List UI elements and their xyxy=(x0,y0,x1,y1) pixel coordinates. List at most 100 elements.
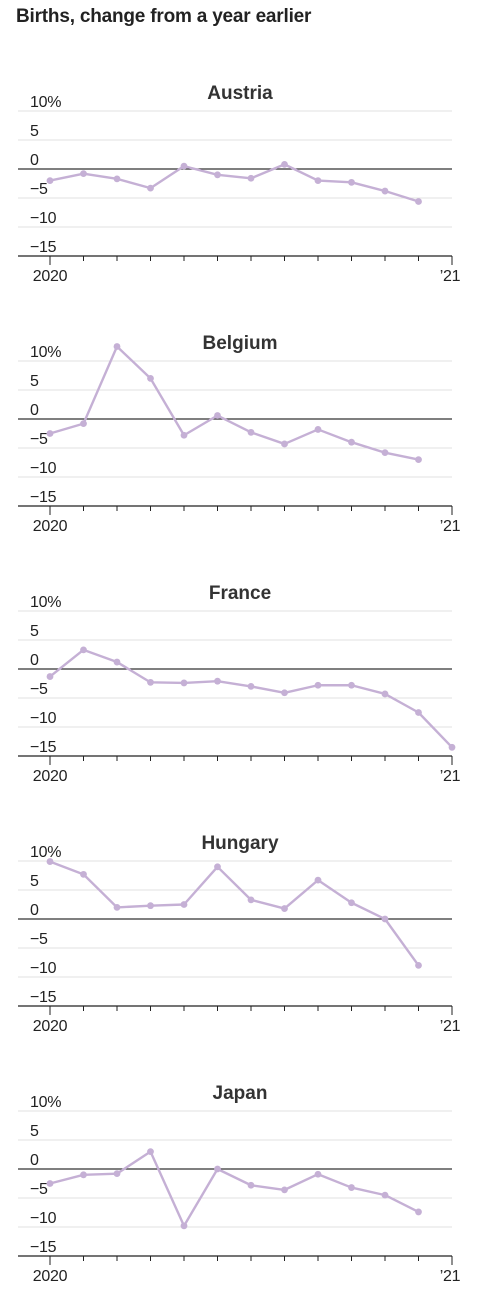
series-line-japan xyxy=(49,1150,420,1228)
chart-hungary: Hungary 10% 5 0 −5 −10 −15 2020 ’21 xyxy=(18,833,461,1035)
data-point xyxy=(314,681,322,689)
data-point xyxy=(281,440,288,448)
data-point xyxy=(147,902,154,910)
chart-title-france: France xyxy=(209,583,271,604)
y-tick-label: −5 xyxy=(30,681,48,698)
data-point xyxy=(113,175,121,183)
data-point xyxy=(214,863,221,871)
data-point xyxy=(247,1181,255,1189)
series-line-hungary xyxy=(49,860,420,967)
data-point xyxy=(415,709,422,716)
y-tick-label: −15 xyxy=(30,489,57,506)
data-point xyxy=(314,876,322,884)
data-point xyxy=(348,681,355,689)
series-line-france xyxy=(49,648,453,749)
y-tick-label: −5 xyxy=(30,931,48,948)
x-tick-label: ’21 xyxy=(440,1268,461,1285)
data-point xyxy=(147,184,154,192)
y-tick-label: 0 xyxy=(30,652,39,669)
x-tick-label: ’21 xyxy=(440,768,461,785)
chart-title-austria: Austria xyxy=(207,83,273,104)
chart-japan: Japan 10% 5 0 −5 −10 −15 2020 ’21 xyxy=(18,1083,461,1285)
data-point xyxy=(348,438,355,446)
y-tick-label: −10 xyxy=(30,960,57,977)
data-point xyxy=(180,431,188,439)
x-tick-label: ’21 xyxy=(440,518,461,535)
data-point xyxy=(80,170,87,178)
y-tick-label: −5 xyxy=(30,181,48,198)
y-tick-label: 5 xyxy=(30,623,39,640)
page-title: Births, change from a year earlier xyxy=(16,6,312,27)
data-point xyxy=(180,162,188,170)
y-tick-label: 10% xyxy=(30,844,61,861)
data-point xyxy=(448,743,456,751)
y-tick-label: −15 xyxy=(30,989,57,1006)
data-point xyxy=(381,449,389,457)
y-tick-label: 0 xyxy=(30,902,39,919)
data-point xyxy=(113,658,121,666)
chart-title-hungary: Hungary xyxy=(201,833,279,854)
data-point xyxy=(113,1170,121,1178)
data-point xyxy=(247,174,255,182)
data-point xyxy=(348,1184,355,1191)
y-tick-label: −10 xyxy=(30,710,57,727)
y-tick-label: 0 xyxy=(30,1152,39,1169)
data-point xyxy=(180,1222,188,1230)
data-point xyxy=(281,160,288,168)
series-line-belgium xyxy=(49,345,419,461)
y-tick-label: −10 xyxy=(30,1210,57,1227)
data-point xyxy=(147,375,154,382)
y-tick-label: 5 xyxy=(30,123,39,140)
data-point xyxy=(281,1186,288,1194)
y-tick-label: 10% xyxy=(30,94,61,111)
x-tick-label: 2020 xyxy=(33,1268,68,1285)
y-tick-label: −15 xyxy=(30,739,57,756)
data-point xyxy=(381,187,389,195)
y-tick-label: −15 xyxy=(30,1239,57,1256)
y-tick-label: −5 xyxy=(30,431,48,448)
data-point xyxy=(314,426,322,433)
y-tick-label: 5 xyxy=(30,1123,39,1140)
y-tick-label: 10% xyxy=(30,1094,61,1111)
data-point xyxy=(214,412,221,419)
data-point xyxy=(80,1171,87,1179)
data-point xyxy=(80,420,87,428)
x-tick-label: 2020 xyxy=(33,768,68,785)
series-line-austria xyxy=(49,163,419,203)
data-point xyxy=(80,646,87,654)
data-point xyxy=(281,905,288,912)
data-point xyxy=(415,962,422,969)
data-point xyxy=(180,901,188,908)
chart-france: France 10% 5 0 −5 −10 −15 2020 ’21 xyxy=(18,583,461,785)
data-point xyxy=(147,1148,154,1155)
x-tick-label: ’21 xyxy=(440,268,461,285)
data-point xyxy=(348,178,355,186)
data-point xyxy=(46,673,54,680)
y-tick-label: 10% xyxy=(30,344,61,361)
data-point xyxy=(381,690,389,698)
y-tick-label: 0 xyxy=(30,152,39,169)
data-point xyxy=(415,198,422,205)
data-point xyxy=(214,171,221,179)
chart-title-belgium: Belgium xyxy=(203,333,278,354)
data-point xyxy=(247,683,255,690)
y-tick-label: 10% xyxy=(30,594,61,611)
data-point xyxy=(415,1208,422,1216)
data-point xyxy=(46,858,54,865)
data-point xyxy=(314,1170,322,1178)
data-point xyxy=(80,870,87,878)
data-point xyxy=(348,899,355,907)
data-point xyxy=(113,904,121,911)
data-point xyxy=(46,1180,54,1187)
y-tick-label: −10 xyxy=(30,460,57,477)
data-point xyxy=(113,343,121,350)
y-tick-label: −5 xyxy=(30,1181,48,1198)
data-point xyxy=(247,896,255,904)
chart-austria: Austria 10% 5 0 −5 −10 −15 2020 ’21 xyxy=(18,83,461,285)
y-tick-label: −10 xyxy=(30,210,57,227)
data-point xyxy=(214,677,221,685)
data-point xyxy=(415,456,422,463)
data-point xyxy=(247,428,255,436)
y-tick-label: −15 xyxy=(30,239,57,256)
